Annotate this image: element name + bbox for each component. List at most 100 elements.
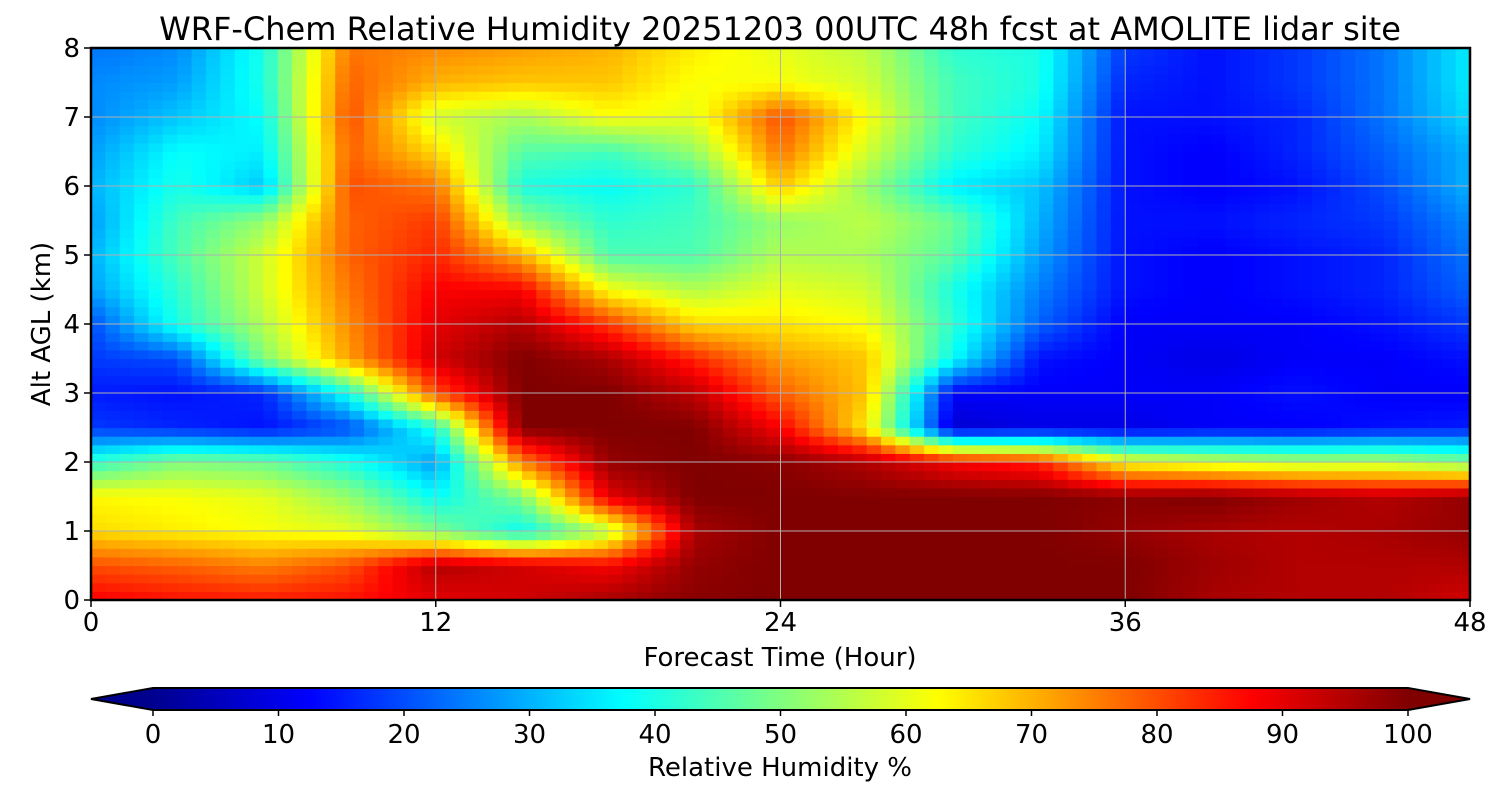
heatmap-cell [105,203,121,213]
heatmap-cell [1110,410,1126,420]
heatmap-cell [1053,556,1069,567]
heatmap-cell [1110,272,1126,282]
heatmap-cell [1297,574,1313,584]
heatmap-cell [895,574,911,584]
heatmap-cell [1211,487,1227,498]
heatmap-cell [493,384,509,394]
heatmap-cell [378,505,394,515]
heatmap-cell [995,341,1011,351]
heatmap-cell [306,410,322,420]
heatmap-cell [407,505,422,515]
heatmap-cell [1197,332,1213,342]
heatmap-cell [665,574,681,584]
heatmap-cell [938,479,954,489]
heatmap-cell [363,246,379,256]
heatmap-cell [450,556,466,567]
heatmap-cell [751,522,767,532]
heatmap-cell [852,470,868,480]
heatmap-cell [1182,280,1198,291]
heatmap-cell [565,255,580,265]
heatmap-cell [1412,151,1428,161]
heatmap-cell [952,453,968,463]
heatmap-cell [263,237,279,247]
heatmap-cell [177,332,193,342]
heatmap-cell [708,556,724,567]
heatmap-cell [837,246,853,256]
heatmap-cell [363,453,379,463]
heatmap-cell [536,367,552,377]
heatmap-cell [507,358,523,368]
heatmap-cell [234,427,250,437]
heatmap-cell [277,427,293,437]
heatmap-cell [1398,393,1414,403]
heatmap-cell [995,582,1011,592]
heatmap-cell [723,151,738,161]
heatmap-cell [737,263,753,273]
heatmap-cell [407,151,422,161]
heatmap-cell [507,332,523,342]
heatmap-cell [1369,220,1385,230]
heatmap-cell [1311,522,1327,532]
heatmap-cell [909,462,925,472]
heatmap-cell [1053,324,1069,334]
heatmap-cell [464,505,480,515]
heatmap-cell [1455,410,1470,420]
heatmap-cell [1225,375,1241,385]
heatmap-cell [694,220,710,230]
heatmap-cell [823,332,839,342]
heatmap-cell [679,453,695,463]
heatmap-cell [177,263,193,273]
heatmap-cell [881,194,897,204]
heatmap-cell [1369,151,1385,161]
heatmap-cell [1153,453,1169,463]
heatmap-cell [852,487,868,498]
heatmap-cell [363,401,379,411]
heatmap-cell [1110,513,1126,523]
heatmap-cell [651,565,667,575]
heatmap-cell [967,487,983,498]
heatmap-cell [694,436,710,446]
heatmap-cell [766,220,782,230]
heatmap-cell [191,255,207,265]
heatmap-cell [234,151,250,161]
heatmap-cell [1326,358,1342,368]
heatmap-cell [435,332,451,342]
heatmap-cell [134,203,150,213]
heatmap-cell [708,237,724,247]
heatmap-cell [1039,237,1055,247]
heatmap-cell [737,324,753,334]
heatmap-cell [636,306,652,316]
heatmap-cell [1283,375,1299,385]
heatmap-cell [392,591,408,600]
heatmap-cell [1010,384,1026,394]
heatmap-cell [1067,289,1083,299]
heatmap-cell [464,237,480,247]
heatmap-cell [234,462,250,472]
heatmap-cell [1297,246,1313,256]
heatmap-cell [924,341,940,351]
heatmap-cell [593,496,609,506]
heatmap-cell [335,306,351,316]
heatmap-cell [220,496,236,506]
heatmap-cell [565,574,580,584]
heatmap-cell [349,479,365,489]
heatmap-cell [924,444,940,454]
heatmap-cell [852,539,868,549]
heatmap-cell [105,479,121,489]
heatmap-cell [378,186,394,196]
heatmap-cell [622,375,638,385]
heatmap-cell [191,263,207,273]
heatmap-cell [220,539,236,549]
heatmap-cell [1125,332,1141,342]
heatmap-cell [651,237,667,247]
heatmap-cell [1053,479,1069,489]
heatmap-cell [794,358,810,368]
heatmap-cell [794,401,810,411]
heatmap-cell [1369,263,1385,273]
heatmap-cell [205,548,221,558]
heatmap-cell [1082,263,1098,273]
heatmap-cell [263,160,279,170]
heatmap-cell [1225,298,1241,308]
heatmap-cell [665,229,681,239]
heatmap-cell [1082,522,1098,532]
